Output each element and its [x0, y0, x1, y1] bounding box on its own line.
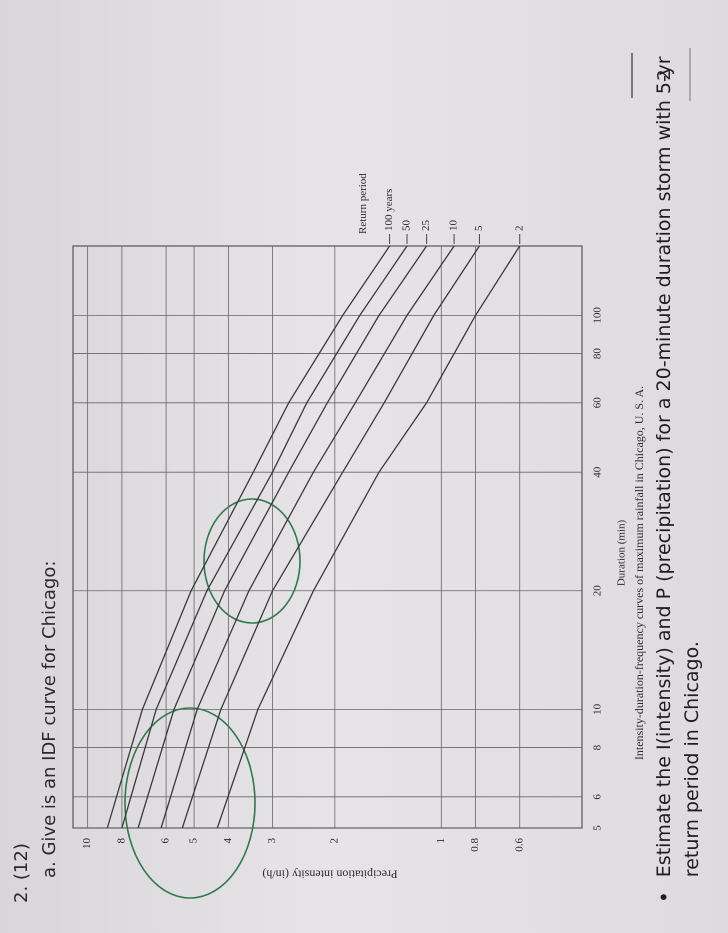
- x-tick-label: 10: [592, 703, 604, 715]
- x-tick-label: 6: [592, 794, 604, 800]
- legend-entry: 25: [420, 220, 432, 232]
- legend-entry: 100 years: [383, 189, 395, 231]
- idf-curve: [216, 245, 521, 829]
- x-tick-label: 60: [592, 397, 604, 409]
- y-tick-label: 4: [222, 838, 234, 844]
- x-tick-label: 5: [592, 825, 604, 831]
- idf-curve: [181, 245, 480, 829]
- legend-entry: 50: [401, 220, 413, 232]
- page-number: 2: [654, 69, 675, 80]
- legend-entry: 5: [473, 225, 485, 231]
- caption: Intensity-duration-frequency curves of m…: [632, 386, 646, 760]
- y-tick-label: 5: [188, 838, 200, 844]
- y-tick-label: 3: [266, 838, 278, 844]
- y-tick-label: 2: [328, 838, 340, 844]
- y-tick-label: 8: [115, 838, 127, 844]
- y-tick-label: 10: [81, 838, 93, 850]
- annotation-circle: [203, 498, 301, 624]
- legend-entry: 10: [448, 220, 460, 232]
- annotation-circle: [124, 707, 256, 899]
- x-tick-label: 40: [592, 466, 604, 478]
- y-tick-label: 0.6: [513, 838, 525, 852]
- question-number: 2. (12): [11, 843, 32, 903]
- x-tick-label: 8: [592, 744, 604, 750]
- y-tick-label: 6: [160, 838, 172, 844]
- y-axis-title: Precipitation intensity (in/h): [262, 867, 397, 881]
- x-tick-label: 20: [592, 585, 604, 597]
- x-tick-label: 100: [592, 307, 604, 324]
- bullet-dot: •: [652, 891, 676, 903]
- task-text: Estimate the I(intensity) and P (precipi…: [653, 56, 703, 878]
- idf-curve: [121, 245, 408, 829]
- part-a: a. Give is an IDF curve for Chicago:: [39, 561, 60, 878]
- idf-curve: [106, 245, 391, 829]
- idf-curve: [137, 245, 428, 829]
- idf-curve: [160, 245, 455, 829]
- legend-entry: 2: [513, 226, 525, 232]
- x-tick-label: 80: [592, 348, 604, 360]
- x-axis-title: Duration (min): [616, 520, 628, 587]
- y-tick-label: 1: [435, 838, 447, 844]
- legend-title: Return period: [357, 173, 369, 234]
- plot-frame: [72, 245, 583, 829]
- task: • Estimate the I(intensity) and P (precip…: [650, 43, 706, 903]
- y-tick-label: 0.8: [469, 838, 481, 852]
